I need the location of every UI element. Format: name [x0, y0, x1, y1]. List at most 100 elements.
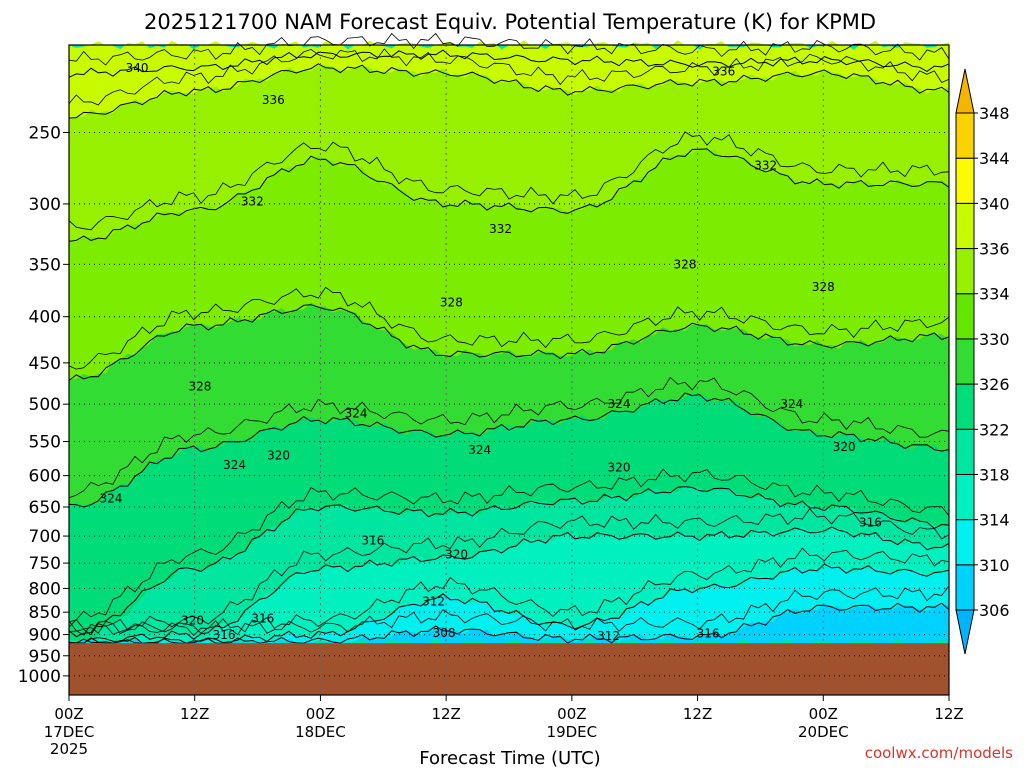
y-tick-label: 900 — [29, 626, 61, 646]
x-axis-label: Forecast Time (UTC) — [419, 748, 600, 768]
contour-label: 308 — [433, 626, 456, 640]
colorbar-bin — [955, 157, 975, 204]
colorbar-min-arrow — [955, 609, 975, 655]
contour-label: 320 — [181, 613, 204, 627]
x-tick-date: 18DEC — [295, 723, 346, 741]
colorbar: 306 310 314 318 322 326 330 334 336 340 344 348 — [955, 68, 1010, 655]
contour-340 — [68, 49, 950, 78]
contour-minor-340 — [68, 32, 950, 66]
y-tick-label: 450 — [29, 354, 61, 374]
contour-minor-312 — [68, 547, 950, 636]
contour-minor-332 — [68, 131, 950, 231]
contour-label: 312 — [597, 629, 620, 643]
theta-band-316 — [69, 484, 949, 644]
x-tick-year: 2025 — [50, 740, 88, 758]
credit-label: coolwx.com/models — [865, 744, 1013, 762]
y-axis: 250 300 350 400 450 500 550 600 650 700 750 800 850 9… — [18, 123, 69, 687]
theta-band-324 — [69, 302, 949, 508]
colorbar-max-arrow — [955, 68, 975, 114]
colorbar-bin — [955, 248, 975, 295]
contour-label: 336 — [712, 65, 735, 79]
contour-label: 324 — [780, 397, 803, 411]
y-tick-label: 600 — [29, 467, 61, 487]
contour-label: 328 — [812, 280, 835, 294]
contour-label: 324 — [345, 406, 368, 420]
x-tick-label: 00Z — [54, 705, 83, 723]
contour-320 — [68, 486, 950, 638]
x-tick-label: 00Z — [809, 705, 838, 723]
y-tick-label: 700 — [29, 527, 61, 547]
colorbar-bin — [955, 338, 975, 385]
theta-band-336 — [69, 40, 949, 121]
plot-frame — [68, 44, 950, 696]
colorbar-label: 322 — [979, 420, 1010, 439]
contour-label: 336 — [262, 93, 285, 107]
contour-minor-308 — [68, 585, 950, 636]
colorbar-bin — [955, 428, 975, 475]
contour-label: 316 — [859, 515, 882, 529]
y-tick-label: 400 — [29, 308, 61, 328]
contour-label: 324 — [99, 491, 122, 505]
contour-label: 316 — [697, 626, 720, 640]
colorbar-bin — [955, 383, 975, 430]
contour-minor-316 — [68, 508, 950, 634]
x-tick-date: 19DEC — [547, 723, 598, 741]
colorbar-label: 326 — [979, 375, 1010, 394]
plot-area — [69, 40, 949, 695]
contour-label: 320 — [445, 548, 468, 562]
contour-324 — [68, 392, 950, 508]
colorbar-label: 310 — [979, 556, 1010, 575]
colorbar-label: 318 — [979, 465, 1010, 484]
y-tick-label: 800 — [29, 579, 61, 599]
y-tick-label: 850 — [29, 603, 61, 623]
y-tick-label: 500 — [29, 395, 61, 415]
contour-label: 320 — [608, 461, 631, 475]
x-tick-label: 00Z — [557, 705, 586, 723]
contour-label: 328 — [674, 257, 697, 271]
y-tick-label: 350 — [29, 255, 61, 275]
colorbar-bin — [955, 112, 975, 159]
contour-label: 324 — [608, 397, 631, 411]
x-tick-label: 12Z — [180, 705, 209, 723]
colorbar-bin — [955, 202, 975, 250]
contour-label: 312 — [422, 594, 445, 608]
contour-316 — [68, 526, 950, 644]
theta-band-320 — [69, 393, 949, 643]
y-tick-label: 950 — [29, 647, 61, 667]
contour-328 — [68, 304, 950, 381]
contour-label: 320 — [833, 440, 856, 454]
contour-336 — [68, 63, 950, 119]
colorbar-bin — [955, 519, 975, 566]
contour-332 — [68, 148, 950, 242]
colorbar-label: 306 — [979, 601, 1010, 620]
colorbar-label: 344 — [979, 149, 1010, 168]
contour-label: 324 — [468, 443, 491, 457]
colorbar-bin — [955, 293, 975, 340]
colorbar-label: 336 — [979, 240, 1010, 259]
contour-label: 340 — [126, 61, 149, 75]
theta-band-308 — [69, 564, 949, 644]
contour-label: 328 — [440, 296, 463, 310]
chart-title: 2025121700 NAM Forecast Equiv. Potential… — [144, 10, 876, 34]
grid-lines — [68, 45, 950, 695]
contour-label: 332 — [754, 159, 777, 173]
theta-band-312 — [69, 526, 949, 644]
contour-label: 332 — [489, 222, 512, 236]
contour-label: 316 — [361, 534, 384, 548]
contour-minor-320 — [68, 468, 950, 623]
ground-layer — [69, 643, 949, 695]
contour-label: 328 — [188, 380, 211, 394]
y-tick-label: 1000 — [18, 667, 61, 687]
ground-fill — [69, 643, 949, 695]
contour-minor-328 — [68, 286, 950, 370]
contour-label: 316 — [251, 612, 274, 626]
colorbar-label: 340 — [979, 194, 1010, 213]
y-tick-label: 650 — [29, 498, 61, 518]
colorbar-label: 348 — [979, 104, 1010, 123]
contour-312 — [69, 563, 950, 644]
theta-band-304 — [69, 603, 949, 644]
x-tick-date: 17DEC — [44, 723, 95, 741]
contour-label: 324 — [223, 458, 246, 472]
contour-labels: 340 336 336 332 332 332 328 328 328 328 324 324 324 3… — [99, 61, 881, 643]
